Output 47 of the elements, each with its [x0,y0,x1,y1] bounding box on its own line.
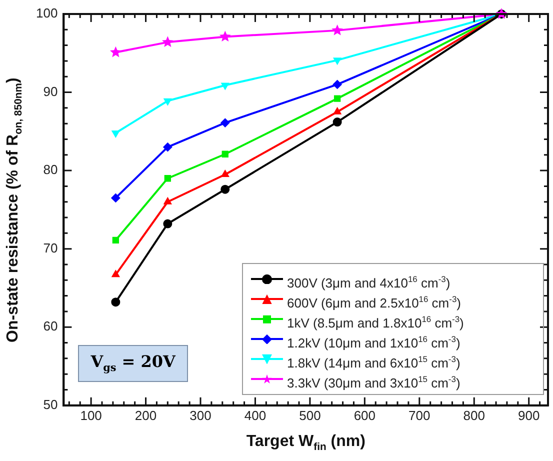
y-tick-label: 50 [43,396,58,412]
y-tick-label: 70 [43,240,58,256]
legend-label: 1.8kV (14μm and 6x10$^{15}$ cm$^{-3}$) [287,353,460,373]
x-tick-label: 100 [80,408,102,423]
point [221,82,230,90]
point [222,150,228,158]
point [164,197,172,204]
point [220,184,230,194]
annotation: V$_{gs}$ = 20V [78,345,188,382]
x-tick-label: 200 [134,408,157,423]
point [219,30,231,42]
x-tick-label: 500 [299,408,321,423]
x-tick-label: 600 [354,408,376,423]
legend-label: 3.3kV (30μm and 3x10$^{15}$ cm$^{-3}$) [287,373,460,393]
y-tick-label: 100 [36,6,58,21]
point [332,118,342,127]
x-tick-label: 800 [463,408,485,423]
legend-label: 1.2kV (10μm and 1x10$^{16}$ cm$^{-3}$) [287,333,460,353]
point [162,36,174,48]
point [333,58,342,65]
point [163,219,172,228]
legend-label: 300V (3μm and 4x10$^{16}$ cm$^{-3}$) [287,273,450,293]
point [163,142,172,152]
point [111,298,120,307]
legend-label: 1kV (8.5μm and 1.8x10$^{16}$ cm$^{-3}$) [287,313,464,333]
x-axis-title: Target W$_{fin}$ (nm) [246,433,366,454]
point [332,24,344,36]
point [332,80,342,89]
point [334,95,341,102]
x-tick-label: 400 [244,408,266,423]
point [112,236,120,244]
point [112,270,120,278]
point [111,193,120,202]
y-tick-label: 60 [43,318,58,334]
x-tick-label: 300 [190,408,212,423]
y-tick-label: 80 [43,162,58,178]
y-tick-label: 90 [43,84,58,99]
legend-label: 600V (6μm and 2.5x10$^{16}$ cm$^{-3}$) [287,293,461,313]
point [110,46,122,58]
point [220,118,230,128]
point [164,98,172,106]
x-tick-label: 900 [518,408,540,423]
point [333,107,342,114]
x-tick-label: 700 [408,408,430,423]
point [164,175,171,182]
point [112,130,120,138]
point [221,170,230,177]
